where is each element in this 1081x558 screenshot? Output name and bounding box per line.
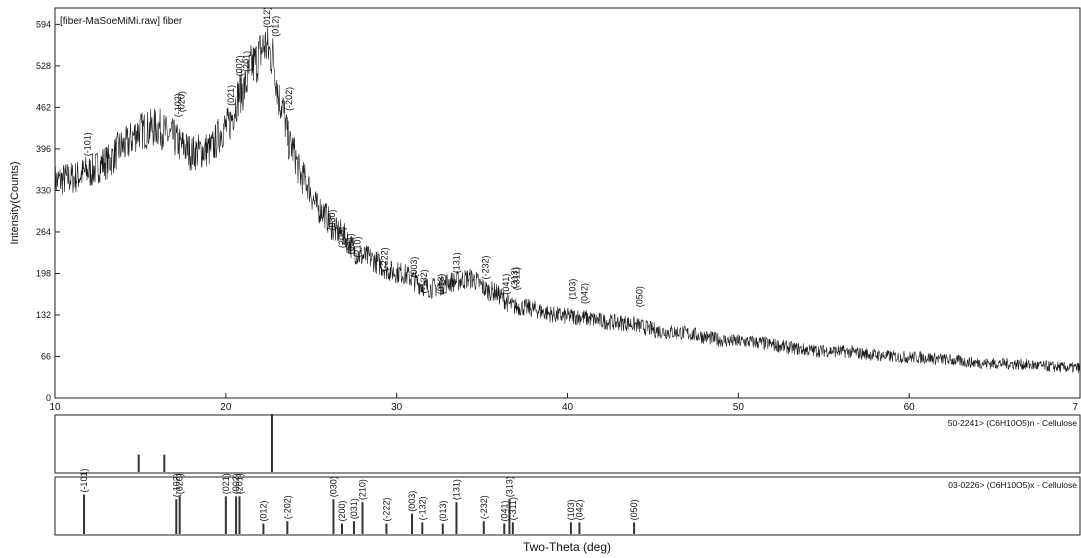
x-tick-label: 30: [391, 402, 403, 413]
reference-stick-label: (021): [221, 473, 231, 494]
reference-stick-label: (012): [258, 501, 268, 522]
reference-stick-label: (031): [349, 498, 359, 519]
x-tick-label: 10: [49, 402, 61, 413]
peak-label: (200): [337, 227, 347, 248]
peak-label: (020): [176, 91, 186, 112]
x-tick-label: 7: [1072, 402, 1078, 413]
peak-label: (103): [568, 279, 578, 300]
y-tick-label: 396: [36, 144, 51, 154]
y-axis-label: Intensity(Counts): [9, 161, 21, 244]
reference-stick-label: (313): [504, 476, 514, 497]
peak-label: (030): [327, 209, 337, 230]
peak-label: (002): [235, 55, 245, 76]
reference-stick-label: (-102): [171, 473, 181, 497]
peak-label: (-101): [82, 132, 92, 156]
x-tick-label: 40: [562, 402, 574, 413]
x-tick-label: 60: [904, 402, 916, 413]
reference-stick-label: (-202): [282, 495, 292, 519]
y-tick-label: 330: [36, 185, 51, 195]
peak-label: (-102): [173, 93, 183, 117]
peak-label: (012): [270, 16, 280, 37]
y-tick-label: 132: [36, 310, 51, 320]
reference-stick-label: (-232): [479, 495, 489, 519]
reference-stick-label: (-132): [417, 496, 427, 520]
reference-panel-2-frame: [54, 476, 1081, 536]
reference-stick-label: (-311): [508, 497, 518, 520]
diffraction-trace: [54, 26, 1081, 374]
peak-label: (031): [346, 233, 356, 254]
reference-stick-label: (201): [235, 473, 245, 494]
reference-panel-1-frame: [54, 414, 1081, 474]
x-axis-label: Two-Theta (deg): [523, 540, 611, 554]
y-tick-label: 264: [36, 227, 51, 237]
y-tick-label: 198: [36, 268, 51, 278]
peak-label: (041): [501, 274, 511, 295]
reference-stick-label: (041): [499, 501, 509, 522]
x-tick-label: 50: [733, 402, 745, 413]
y-tick-label: 462: [36, 102, 51, 112]
reference-panel-1-name: 50-2241> (C6H10O5)n - Cellulose: [948, 418, 1077, 428]
peak-label: (-202): [284, 87, 294, 111]
main-plot-frame: [54, 7, 1081, 399]
reference-stick-label: (020): [175, 473, 185, 494]
reference-stick-label: (131): [451, 479, 461, 500]
reference-stick-label: (042): [574, 499, 584, 520]
reference-stick-label: (200): [337, 501, 347, 522]
peak-label: (131): [451, 252, 461, 273]
peak-label: (210): [352, 236, 362, 257]
peak-label: (201): [241, 51, 251, 72]
peak-label: (042): [580, 283, 590, 304]
peak-label: (012): [262, 7, 272, 28]
reference-panel-2-name: 03-0226> (C6H10O5)x - Cellulose: [948, 480, 1077, 490]
peak-label: (021): [226, 85, 236, 106]
reference-stick-label: (002): [231, 473, 241, 494]
reference-stick-label: (103): [566, 499, 576, 520]
reference-stick-label: (003): [407, 491, 417, 512]
peak-label: (-132): [419, 269, 429, 293]
peak-label: (-311): [511, 267, 521, 290]
peak-label: (-222): [380, 247, 390, 271]
peak-label: (013): [436, 274, 446, 295]
reference-stick-label: (050): [629, 499, 639, 520]
y-tick-label: 66: [41, 351, 51, 361]
chart-title: [fiber-MaSoeMiMi.raw] fiber: [60, 16, 183, 27]
peak-label: (313): [510, 267, 520, 288]
reference-stick-label: (030): [328, 476, 338, 497]
peak-label: (050): [634, 286, 644, 307]
y-tick-label: 0: [46, 393, 51, 403]
reference-stick-label: (210): [358, 479, 368, 500]
peak-label: (003): [409, 257, 419, 278]
y-tick-label: 594: [36, 19, 51, 29]
y-tick-label: 528: [36, 61, 51, 71]
x-tick-label: 20: [220, 402, 232, 413]
reference-stick-label: (-222): [381, 498, 391, 522]
reference-stick-label: (-101): [79, 469, 89, 493]
reference-stick-label: (013): [438, 501, 448, 522]
peak-label: (-232): [481, 256, 491, 280]
